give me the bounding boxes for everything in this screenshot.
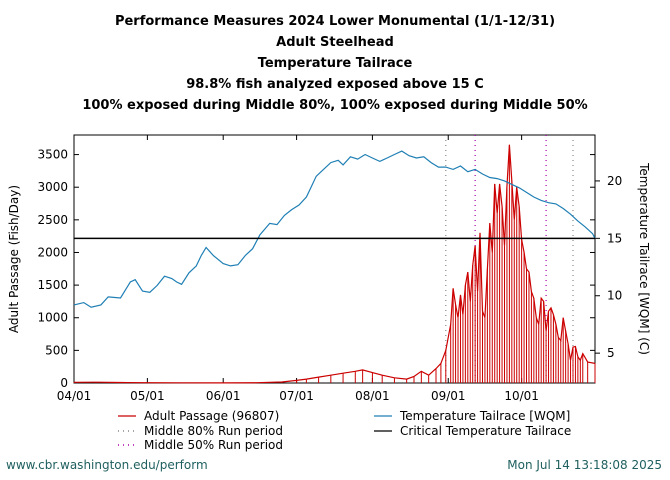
x-tick-label: 06/01 (206, 389, 241, 403)
legend-label: Middle 50% Run period (144, 438, 283, 452)
y2-tick-label: 15 (607, 231, 622, 245)
legend-label: Temperature Tailrace [WQM] (399, 409, 570, 423)
title-line-1: Performance Measures 2024 Lower Monument… (114, 14, 556, 29)
y2-tick-label: 5 (607, 346, 615, 360)
x-tick-label: 09/01 (431, 389, 466, 403)
legend-label: Middle 80% Run period (144, 424, 283, 438)
y2-tick-label: 10 (607, 289, 622, 303)
title-line-3: Temperature Tailrace (257, 56, 413, 71)
footer-url[interactable]: www.cbr.washington.edu/perform (6, 458, 208, 472)
plot-frame (73, 134, 596, 384)
temperature-line (73, 150, 596, 308)
title-line-5: 100% exposed during Middle 80%, 100% exp… (82, 98, 588, 113)
x-tick-label: 08/01 (355, 389, 390, 403)
y2-tick-label: 20 (607, 174, 622, 188)
x-tick-label: 10/01 (504, 389, 539, 403)
y-tick-label: 2500 (37, 213, 68, 227)
y2-axis-label: Temperature Tailrace [WQM] (C) (637, 162, 651, 355)
footer-timestamp: Mon Jul 14 13:18:08 2025 (507, 458, 662, 472)
y-tick-label: 0 (60, 376, 68, 390)
passage-line (73, 144, 596, 384)
y-axis-label: Adult Passage (Fish/Day) (7, 185, 21, 333)
y-tick-label: 1500 (37, 278, 68, 292)
legend-label: Critical Temperature Tailrace (400, 424, 571, 438)
x-tick-label: 07/01 (279, 389, 314, 403)
y-tick-label: 2000 (37, 245, 68, 259)
y-tick-label: 500 (45, 343, 68, 357)
y-tick-label: 3000 (37, 180, 68, 194)
x-tick-label: 04/01 (57, 389, 92, 403)
title-line-2: Adult Steelhead (276, 35, 394, 50)
y-tick-label: 3500 (37, 148, 68, 162)
title-line-4: 98.8% fish analyzed exposed above 15 C (186, 77, 484, 92)
x-tick-label: 05/01 (130, 389, 165, 403)
y-tick-label: 1000 (37, 311, 68, 325)
legend-label: Adult Passage (96807) (144, 409, 279, 423)
